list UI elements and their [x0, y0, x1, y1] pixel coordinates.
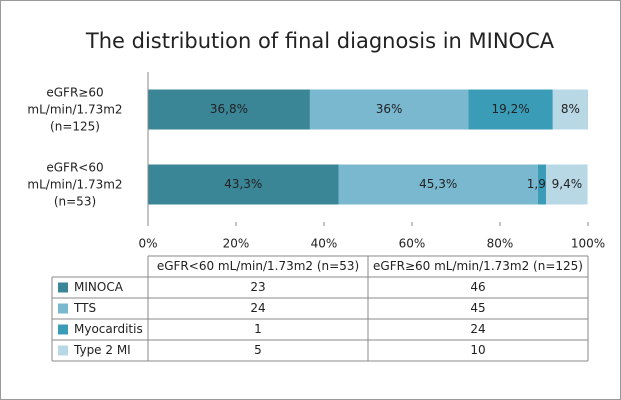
legend-swatch: [58, 345, 68, 356]
table-cell: 24: [250, 301, 265, 315]
chart-title: The distribution of final diagnosis in M…: [85, 29, 555, 53]
legend-label: MINOCA: [74, 280, 124, 294]
bar-segment: [309, 89, 469, 130]
bar-segment: [338, 164, 538, 205]
y-tick-label: eGFR≥60 mL/min/1.73m2 (n=125): [27, 85, 122, 133]
bar-segment: [552, 89, 588, 130]
x-tick-label: 100%: [571, 237, 605, 251]
y-tick-label-line: (n=53): [54, 194, 96, 208]
legend-label: Type 2 MI: [73, 343, 131, 357]
bar-segment: [546, 164, 588, 205]
x-tick-label: 60%: [399, 237, 426, 251]
table-cell: 5: [254, 343, 262, 357]
bar-segment: [148, 164, 339, 205]
table-header: eGFR≥60 mL/min/1.73m2 (n=125): [373, 259, 583, 273]
y-tick-label-line: eGFR<60: [46, 160, 103, 174]
table-cell: 23: [250, 280, 265, 294]
table-cell: 45: [470, 301, 485, 315]
y-tick-label-line: mL/min/1.73m2: [27, 177, 122, 191]
data-label: 19,2%: [491, 102, 529, 116]
legend-label: Myocarditis: [74, 322, 143, 336]
table-cell: 46: [470, 280, 485, 294]
table-cell: 10: [470, 343, 485, 357]
x-tick-label: 40%: [311, 237, 338, 251]
table-cell: 1: [254, 322, 262, 336]
y-tick-label-line: (n=125): [50, 119, 100, 133]
data-label: 45,3%: [419, 177, 457, 191]
y-tick-label-line: mL/min/1.73m2: [27, 102, 122, 116]
y-tick-label: eGFR<60 mL/min/1.73m2 (n=53): [27, 160, 122, 208]
x-tick-label: 0%: [138, 237, 157, 251]
bar-segment: [468, 89, 553, 130]
x-tick-label: 20%: [223, 237, 250, 251]
data-label: 9,4%: [552, 177, 583, 191]
data-label: 43,3%: [224, 177, 262, 191]
bar-segment: [148, 89, 310, 130]
table-cell: 24: [470, 322, 485, 336]
legend-label: TTS: [73, 301, 96, 315]
y-tick-label-line: eGFR≥60: [46, 85, 103, 99]
x-tick-label: 80%: [487, 237, 514, 251]
legend-swatch: [58, 303, 68, 314]
data-label: 8%: [561, 102, 580, 116]
data-label: 36%: [376, 102, 403, 116]
data-label: 36,8%: [210, 102, 248, 116]
legend-swatch: [58, 282, 68, 293]
bar-segment: [537, 164, 547, 205]
legend-swatch: [58, 324, 68, 335]
table-header: eGFR<60 mL/min/1.73m2 (n=53): [157, 259, 359, 273]
